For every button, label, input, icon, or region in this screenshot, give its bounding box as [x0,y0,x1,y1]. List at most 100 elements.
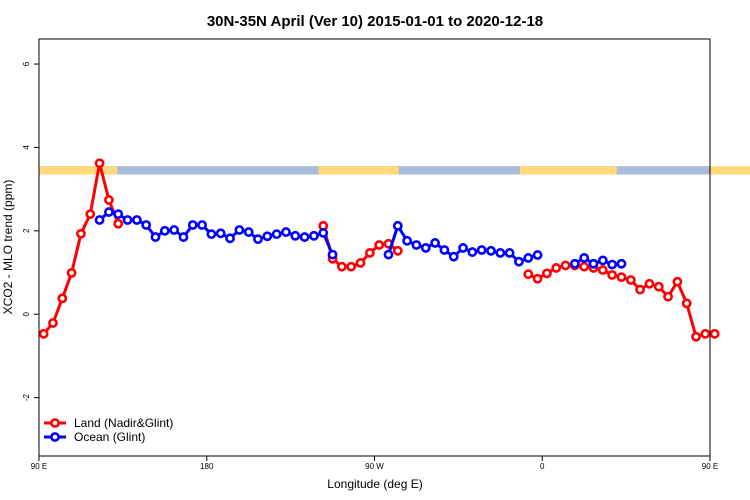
series-land [38,158,720,342]
data-point [85,209,96,220]
data-point [392,245,403,256]
y-tick-label: -2 [22,394,31,402]
data-point [569,258,580,269]
data-point [504,248,515,258]
data-point [597,255,608,266]
y-axis-label: XCO2 - MLO trend (ppm) [1,180,15,315]
legend-marker [50,432,60,442]
data-point [588,258,599,269]
data-point [691,331,701,342]
data-point [635,284,646,295]
data-point [309,230,319,241]
data-point [439,245,450,255]
data-point [514,256,524,267]
land-mask-band [39,166,750,175]
data-point [225,233,235,244]
data-point [411,240,422,250]
band-land [519,166,617,175]
y-tick-label: 6 [22,61,31,66]
data-point [281,227,291,237]
data-point [159,225,170,236]
data-point [542,268,552,279]
data-point [579,253,590,263]
band-land [318,166,399,175]
data-point [700,328,711,339]
data-point [318,228,329,238]
data-point [532,250,543,260]
legend-marker [50,418,60,428]
data-point [262,231,273,242]
data-point [607,270,618,280]
data-point [430,238,440,248]
data-point [448,251,459,262]
data-point [364,248,375,258]
data-point [402,235,413,246]
data-point [299,232,310,242]
legend: Land (Nadir&Glint)Ocean (Glint) [44,416,173,444]
series-ocean [94,207,627,270]
data-point [346,261,357,272]
data-point [607,259,618,270]
data-point [169,225,180,235]
data-point [327,249,338,260]
chart-title: 30N-35N April (Ver 10) 2015-01-01 to 202… [207,13,543,30]
y-tick-label: 0 [22,311,31,316]
legend-label: Ocean (Glint) [74,430,145,444]
data-point [38,328,49,339]
data-point [253,234,263,245]
data-point [76,228,86,239]
data-point [374,240,385,250]
data-point [476,245,487,255]
data-point [103,207,114,217]
data-point [467,247,478,257]
data-point [653,281,664,292]
data-point [122,215,133,225]
data-point [383,249,394,260]
data-point [187,220,198,230]
data-point [141,220,152,230]
x-tick-label: 90 W [365,462,384,471]
data-point [672,276,683,287]
data-point [560,260,571,271]
data-point [532,273,543,284]
data-point [709,328,720,339]
data-point [663,291,673,302]
data-point [290,230,301,241]
x-tick-label: 180 [200,462,214,471]
data-point [197,220,207,230]
data-point [486,245,496,256]
data-point [271,229,282,240]
x-axis-label: Longitude (deg E) [327,477,422,491]
band-land [39,166,118,175]
data-point [178,232,189,242]
data-point [597,265,608,275]
y-tick-label: 2 [22,228,31,233]
data-point [495,248,506,258]
data-point [131,215,142,225]
data-point [66,268,77,278]
x-tick-label: 90 E [702,462,718,471]
data-point [234,225,245,235]
data-point [150,232,161,242]
data-point [113,218,124,229]
data-point [616,258,627,269]
data-point [523,269,534,280]
axes: 90 E 180 90 W 0 90 E -2 0 2 4 6 [22,61,718,471]
y-tick-label: 4 [22,145,31,150]
data-point [458,243,468,253]
data-point [625,275,636,285]
data-point [94,215,105,225]
data-point [206,229,217,240]
legend-label: Land (Nadir&Glint) [74,416,173,430]
series-layer [38,158,720,342]
data-point [103,195,114,205]
data-point [336,261,347,272]
data-point [113,209,124,220]
data-point [215,228,226,239]
plot-frame [38,38,711,457]
data-point [94,158,105,169]
data-point [243,227,254,237]
data-point [644,278,655,289]
data-point [616,272,627,283]
